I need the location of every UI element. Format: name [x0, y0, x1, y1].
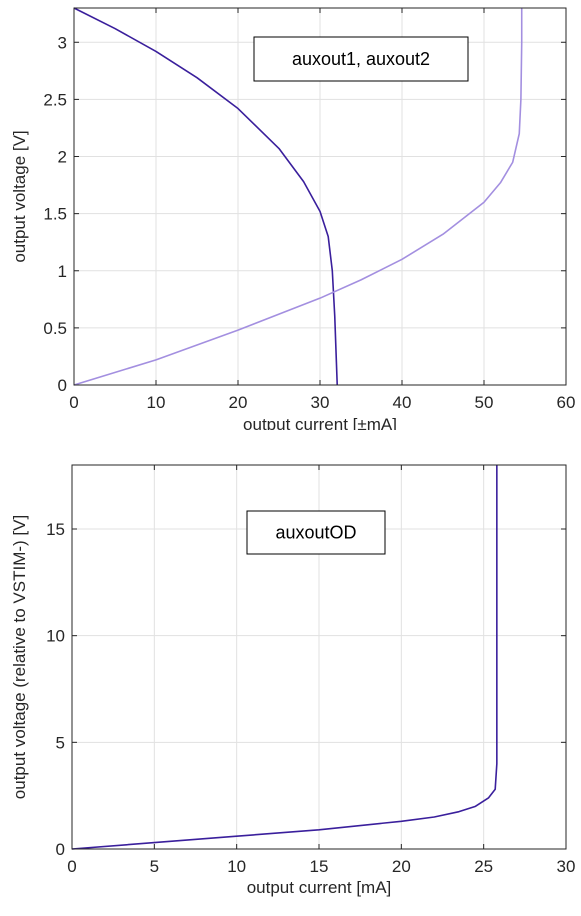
chart-2-x-tick-label: 5 — [150, 857, 159, 876]
chart-1-x-tick-label: 60 — [557, 393, 576, 412]
chart-1-annotation: auxout1, auxout2 — [253, 36, 469, 82]
chart-1: 0 10 20 30 40 50 60 0 0.5 1 1.5 2 2.5 3 output current… — [10, 7, 576, 434]
chart-1-x-tick-label: 40 — [393, 393, 412, 412]
chart-2-x-tick-label: 15 — [310, 857, 329, 876]
chart-2-y-tick-label: 0 — [56, 840, 65, 859]
chart-1-y-tick-label: 3 — [58, 33, 67, 52]
chart-2-x-tick-label: 0 — [67, 857, 76, 876]
chart-2: 0 5 10 15 20 25 30 0 5 10 15 output current [mA] out… — [10, 464, 576, 897]
chart-1-x-tick-label: 10 — [147, 393, 166, 412]
chart-1-container: 0 10 20 30 40 50 60 0 0.5 1 1.5 2 2.5 3 output current… — [0, 0, 581, 434]
chart-1-x-tick-label: 0 — [69, 393, 78, 412]
chart-1-x-tick-label: 20 — [229, 393, 248, 412]
chart-2-annotation-box — [246, 510, 386, 555]
chart-1-annotation-text: auxout1, auxout2 — [292, 49, 430, 69]
chart-1-x-axis-label: output current [±mA] — [243, 415, 397, 430]
chart-2-y-axis-label: output voltage (relative to VSTIM-) [V] — [10, 515, 29, 799]
chart-1-y-tick-label: 0 — [58, 376, 67, 395]
chart-2-y-tick-label: 10 — [46, 627, 65, 646]
chart-2-x-tick-label: 20 — [392, 857, 411, 876]
chart-2-y-tick-label: 5 — [56, 733, 65, 752]
chart-1-y-tick-label: 2.5 — [43, 90, 67, 109]
chart-1-series-line-1 — [73, 7, 339, 386]
chart-2-container: 0 5 10 15 20 25 30 0 5 10 15 output current [mA] out… — [0, 455, 581, 911]
chart-1-y-axis-label: output voltage [V] — [10, 130, 29, 262]
chart-2-x-tick-label: 25 — [474, 857, 493, 876]
chart-2-annotation-text: auxoutOD — [275, 523, 356, 543]
chart-1-series-line-2 — [73, 8, 523, 386]
chart-1-y-tick-label: 1 — [58, 262, 67, 281]
chart-2-series-line-1 — [71, 465, 498, 850]
chart-1-x-tick-label: 50 — [475, 393, 494, 412]
chart-1-x-tick-label: 30 — [311, 393, 330, 412]
chart-1-y-tick-label: 2 — [58, 148, 67, 167]
chart-1-y-tick-label: 0.5 — [43, 319, 67, 338]
chart-2-annotation: auxoutOD — [246, 510, 386, 555]
chart-1-y-tick-label: 1.5 — [43, 205, 67, 224]
chart-2-y-tick-label: 15 — [46, 520, 65, 539]
chart-2-x-axis-label: output current [mA] — [247, 878, 392, 897]
chart-2-x-tick-label: 30 — [557, 857, 576, 876]
chart-1-annotation-box — [253, 36, 469, 82]
chart-2-x-tick-label: 10 — [227, 857, 246, 876]
